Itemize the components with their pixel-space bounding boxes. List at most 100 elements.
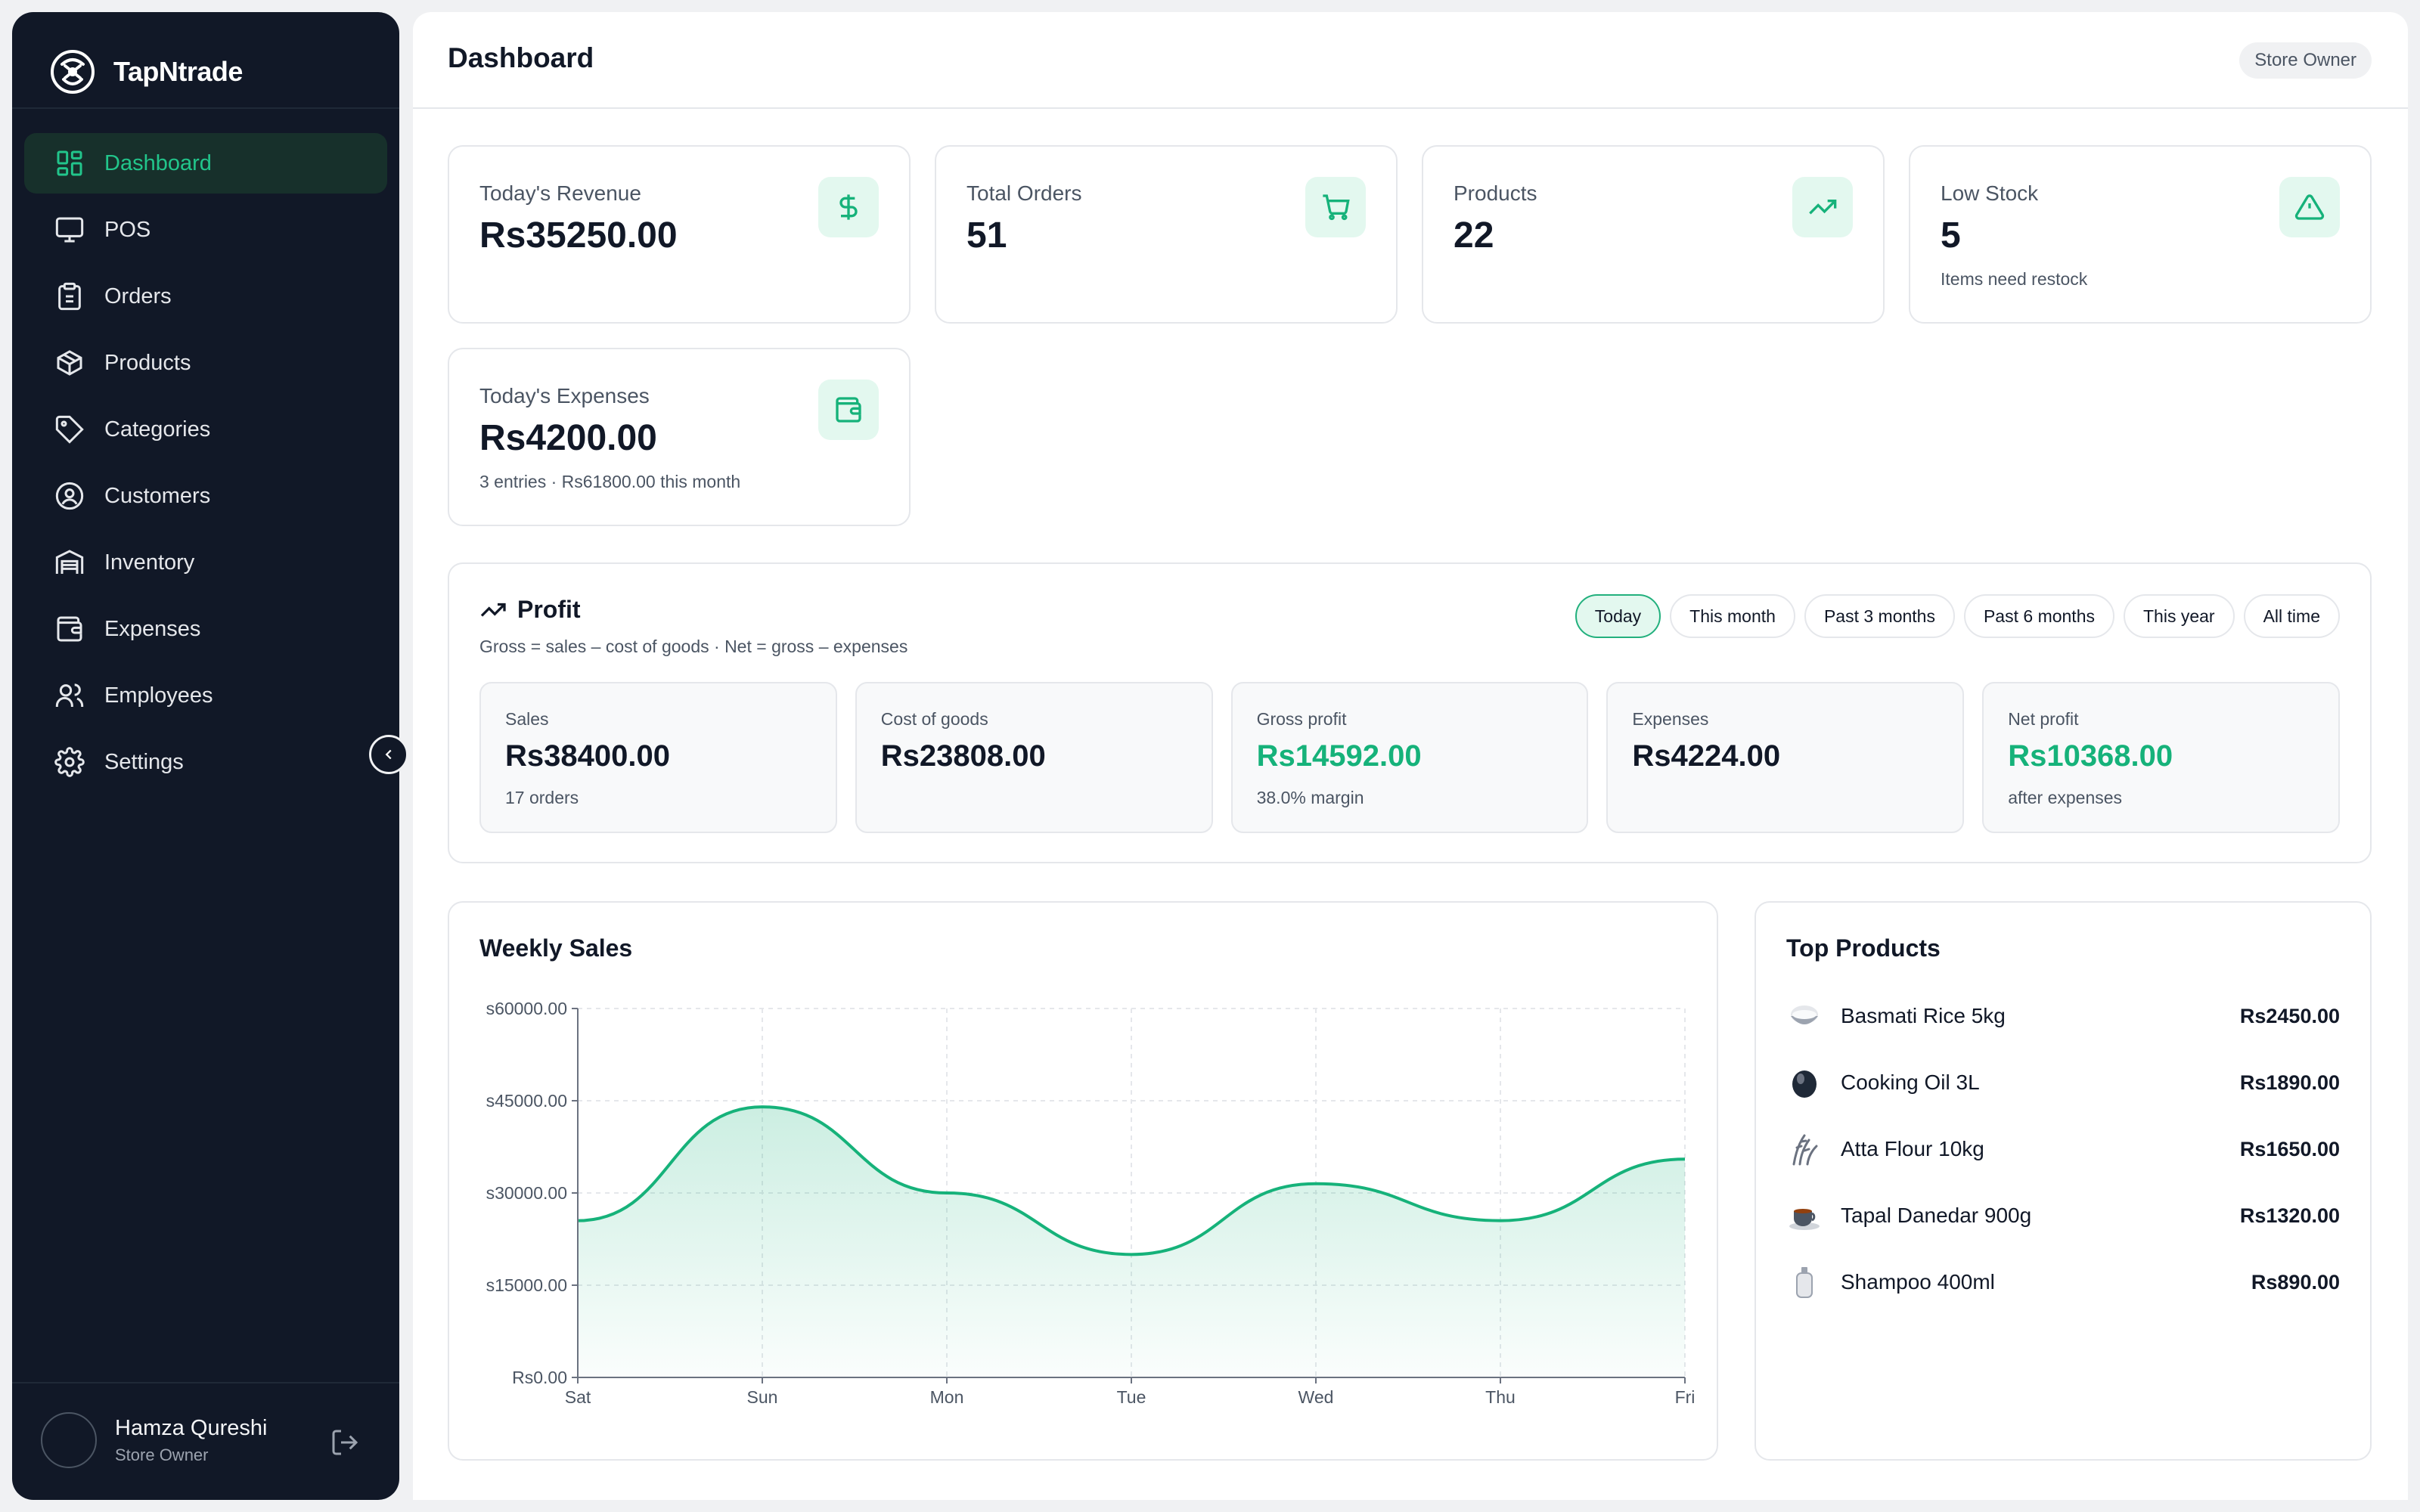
y-tick-label: s15000.00 — [486, 1275, 567, 1295]
stat-icon-box — [1792, 177, 1853, 237]
metric-cost-of-goods: Cost of goods Rs23808.00 — [855, 682, 1213, 833]
filter-all-time[interactable]: All time — [2243, 594, 2340, 638]
x-tick-label: Sun — [747, 1387, 778, 1407]
stat-icon-box — [1305, 177, 1366, 237]
metric-expenses: Expenses Rs4224.00 — [1606, 682, 1965, 833]
sidebar-item-employees[interactable]: Employees — [24, 665, 387, 726]
x-tick-label: Wed — [1298, 1387, 1334, 1407]
filter-past-6-months[interactable]: Past 6 months — [1963, 594, 2114, 638]
sidebar-item-label: Expenses — [104, 616, 201, 641]
stat-value: Rs4200.00 — [479, 418, 657, 458]
product-row[interactable]: Basmati Rice 5kg Rs2450.00 — [1786, 993, 2340, 1039]
wallet-icon — [57, 616, 82, 642]
alert-triangle-icon — [2294, 194, 2325, 220]
metric-label: Expenses — [1632, 709, 1709, 729]
sidebar-item-products[interactable]: Products — [24, 333, 387, 393]
top-products-title: Top Products — [1786, 934, 1941, 962]
sidebar-item-label: Settings — [104, 749, 184, 774]
brand[interactable]: TapNtrade — [48, 47, 243, 97]
product-price: Rs2450.00 — [2239, 1004, 2340, 1027]
stat-card-orders: Total Orders 51 — [935, 145, 1398, 324]
stat-label: Total Orders — [966, 181, 1082, 205]
x-tick-label: Tue — [1117, 1387, 1146, 1407]
sidebar-item-inventory[interactable]: Inventory — [24, 532, 387, 593]
sales-line — [577, 1105, 1686, 1256]
weekly-sales-panel: Weekly Sales Rs0.00 s15000.00 s30000.00 s45… — [448, 901, 1718, 1461]
filter-today[interactable]: Today — [1575, 594, 1661, 638]
top-bar: Dashboard Store Owner — [413, 12, 2408, 109]
user-circle-icon — [55, 482, 84, 510]
stat-value: Rs35250.00 — [479, 215, 678, 256]
sidebar-item-label: Categories — [104, 417, 211, 442]
product-row[interactable]: Tapal Danedar 900g Rs1320.00 — [1786, 1193, 2340, 1238]
sidebar-item-label: Products — [104, 350, 191, 375]
stat-subtext: 3 entries · Rs61800.00 this month — [479, 472, 741, 491]
stat-label: Today's Expenses — [479, 384, 650, 407]
product-row[interactable]: Shampoo 400ml Rs890.00 — [1786, 1259, 2340, 1305]
sidebar-item-label: Dashboard — [104, 150, 212, 175]
weekly-sales-chart: Rs0.00 s15000.00 s30000.00 s45000.00 s60000.… — [486, 999, 1696, 1407]
stat-label: Today's Revenue — [479, 181, 641, 205]
sidebar-item-label: Orders — [104, 284, 172, 308]
sidebar-item-pos[interactable]: POS — [24, 200, 387, 260]
cart-icon — [1323, 194, 1350, 221]
user-name: Hamza Qureshi — [115, 1415, 268, 1440]
stat-card-revenue: Today's Revenue Rs35250.00 — [448, 145, 911, 324]
weekly-sales-title: Weekly Sales — [479, 934, 633, 962]
stat-subtext: Items need restock — [1941, 269, 2088, 289]
sidebar-item-expenses[interactable]: Expenses — [24, 599, 387, 659]
filter-this-month[interactable]: This month — [1670, 594, 1795, 638]
metric-value: Rs4224.00 — [1632, 739, 1781, 773]
sidebar-item-label: Inventory — [104, 550, 195, 575]
avatar — [41, 1412, 97, 1468]
sidebar-item-label: POS — [104, 217, 151, 242]
product-row[interactable]: Cooking Oil 3L Rs1890.00 — [1786, 1060, 2340, 1105]
product-name: Cooking Oil 3L — [1841, 1070, 1980, 1094]
metric-value: Rs10368.00 — [2008, 739, 2173, 773]
stat-label: Products — [1454, 181, 1537, 205]
top-products-panel: Top Products Basmati Rice 5kg Rs2450.00 … — [1754, 901, 2372, 1461]
sidebar-item-orders[interactable]: Orders — [24, 266, 387, 327]
profit-subtitle: Gross = sales – cost of goods · Net = gr… — [479, 637, 908, 656]
stat-card-low-stock: Low Stock 5 Items need restock — [1909, 145, 2372, 324]
warehouse-icon — [55, 550, 84, 574]
profit-metrics: Sales Rs38400.00 17 orders Cost of goods… — [479, 682, 2340, 833]
stat-value: 5 — [1941, 215, 1961, 256]
trending-up-icon — [1809, 200, 1837, 215]
sidebar-item-categories[interactable]: Categories — [24, 399, 387, 460]
product-price: Rs1890.00 — [2239, 1070, 2340, 1094]
users-icon — [55, 683, 84, 707]
period-filters: Today This month Past 3 months Past 6 mo… — [1575, 594, 2340, 638]
wallet-icon — [836, 397, 861, 423]
x-tick-label: Thu — [1485, 1387, 1516, 1407]
metric-subtext: 17 orders — [505, 788, 579, 807]
y-tick-label: s45000.00 — [486, 1091, 567, 1111]
y-tick-label: s30000.00 — [486, 1183, 567, 1203]
filter-past-3-months[interactable]: Past 3 months — [1804, 594, 1955, 638]
gear-icon — [54, 747, 85, 777]
metric-value: Rs23808.00 — [880, 739, 1046, 773]
tag-icon — [55, 415, 84, 444]
filter-this-year[interactable]: This year — [2124, 594, 2235, 638]
product-row[interactable]: Atta Flour 10kg Rs1650.00 — [1786, 1126, 2340, 1172]
sidebar-item-label: Employees — [104, 683, 213, 708]
collapse-sidebar-button[interactable] — [369, 735, 408, 774]
oil-icon — [1792, 1070, 1817, 1098]
divider — [12, 107, 399, 109]
sidebar-nav: Dashboard POS Orders Products Categories… — [24, 133, 387, 798]
dashboard-icon — [57, 150, 82, 176]
product-name: Shampoo 400ml — [1841, 1270, 1995, 1294]
user-profile[interactable]: Hamza Qureshi Store Owner — [41, 1412, 267, 1468]
role-badge: Store Owner — [2239, 42, 2372, 79]
logout-icon[interactable] — [330, 1427, 360, 1458]
y-tick-label: Rs0.00 — [512, 1368, 567, 1387]
page-title: Dashboard — [448, 42, 594, 73]
divider — [12, 1382, 399, 1383]
sidebar-item-settings[interactable]: Settings — [24, 732, 387, 792]
sidebar-item-dashboard[interactable]: Dashboard — [24, 133, 387, 194]
sidebar: TapNtrade Dashboard POS Orders Products … — [12, 12, 399, 1500]
metric-subtext: after expenses — [2008, 788, 2123, 807]
profit-title: Profit — [517, 596, 581, 623]
metric-label: Sales — [505, 709, 549, 729]
sidebar-item-customers[interactable]: Customers — [24, 466, 387, 526]
